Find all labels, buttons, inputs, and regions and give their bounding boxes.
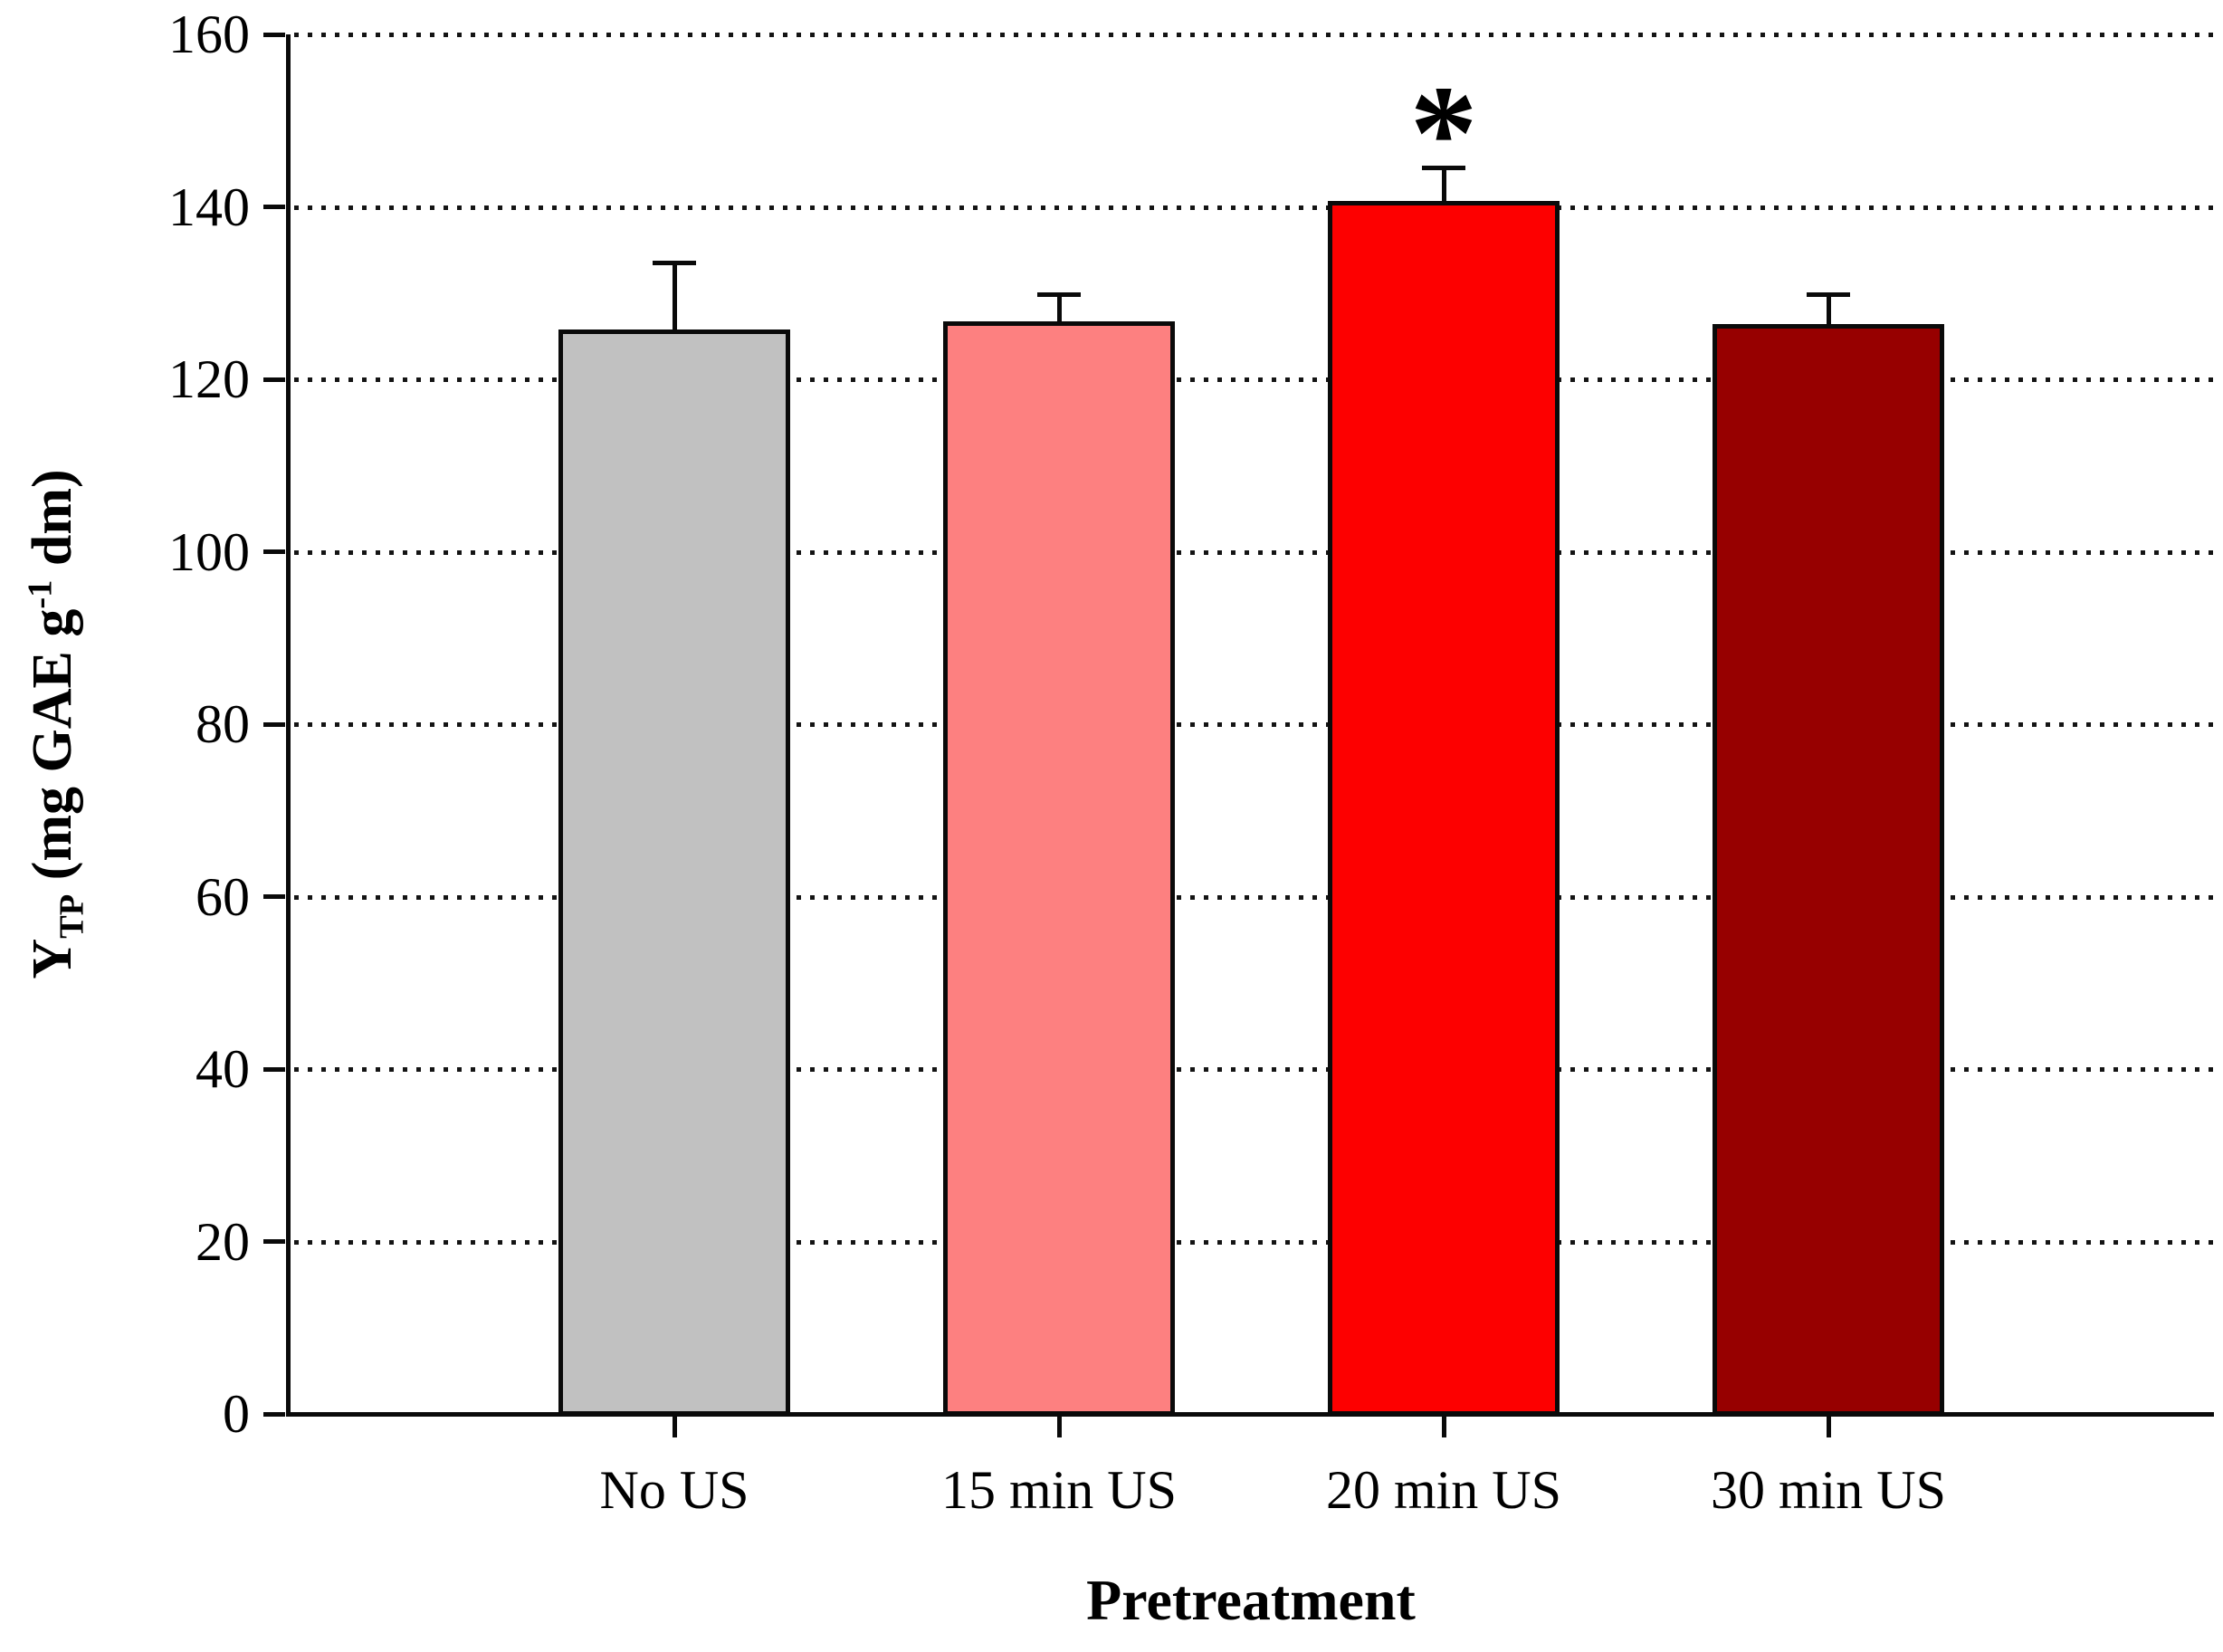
bar — [943, 321, 1175, 1416]
gridline — [294, 33, 2213, 37]
y-tick — [263, 377, 285, 382]
x-tick — [1441, 1416, 1446, 1437]
error-bar-cap — [1037, 291, 1081, 297]
x-tick — [672, 1416, 677, 1437]
gridline — [294, 722, 2213, 727]
bar — [1328, 200, 1560, 1416]
x-category-label: 30 min US — [1710, 1460, 1947, 1520]
gridline — [294, 549, 2213, 555]
gridline — [294, 894, 2213, 900]
y-axis-line — [286, 34, 291, 1417]
error-bar-cap — [653, 261, 696, 266]
bar — [1713, 324, 1944, 1416]
y-tick-label: 100 — [168, 521, 250, 582]
x-category-label: 15 min US — [940, 1460, 1178, 1520]
bar — [558, 329, 790, 1416]
x-category-label: 20 min US — [1325, 1460, 1562, 1520]
y-tick — [263, 1066, 285, 1072]
gridline — [294, 1067, 2213, 1072]
y-tick-label: 20 — [196, 1211, 250, 1272]
y-tick-label: 60 — [196, 866, 250, 927]
x-category-label: No US — [599, 1460, 749, 1520]
error-bar-stem — [1056, 293, 1062, 324]
significance-asterisk: * — [1409, 58, 1478, 208]
y-tick — [263, 1239, 285, 1244]
error-bar-stem — [1826, 293, 1831, 327]
y-tick — [263, 32, 285, 37]
gridline — [294, 377, 2213, 382]
y-tick — [263, 549, 285, 554]
y-tick — [263, 894, 285, 899]
y-tick — [263, 1411, 285, 1417]
y-tick-label: 120 — [168, 349, 250, 409]
x-axis-line — [286, 1411, 2214, 1417]
y-tick-label: 0 — [223, 1384, 250, 1444]
error-bar-stem — [1441, 167, 1446, 203]
error-bar-cap — [1422, 165, 1465, 170]
y-tick-label: 40 — [196, 1039, 250, 1099]
error-bar-cap — [1807, 291, 1850, 297]
x-tick — [1826, 1416, 1831, 1437]
y-tick — [263, 205, 285, 209]
y-tick-label: 80 — [196, 694, 250, 754]
y-tick — [263, 721, 285, 727]
x-tick — [1056, 1416, 1062, 1437]
y-tick-label: 160 — [168, 5, 250, 64]
gridline — [294, 205, 2213, 210]
y-tick-label: 140 — [168, 177, 250, 237]
error-bar-stem — [672, 263, 677, 331]
x-axis-title: Pretreatment — [1086, 1568, 1416, 1632]
gridline — [294, 1239, 2213, 1245]
